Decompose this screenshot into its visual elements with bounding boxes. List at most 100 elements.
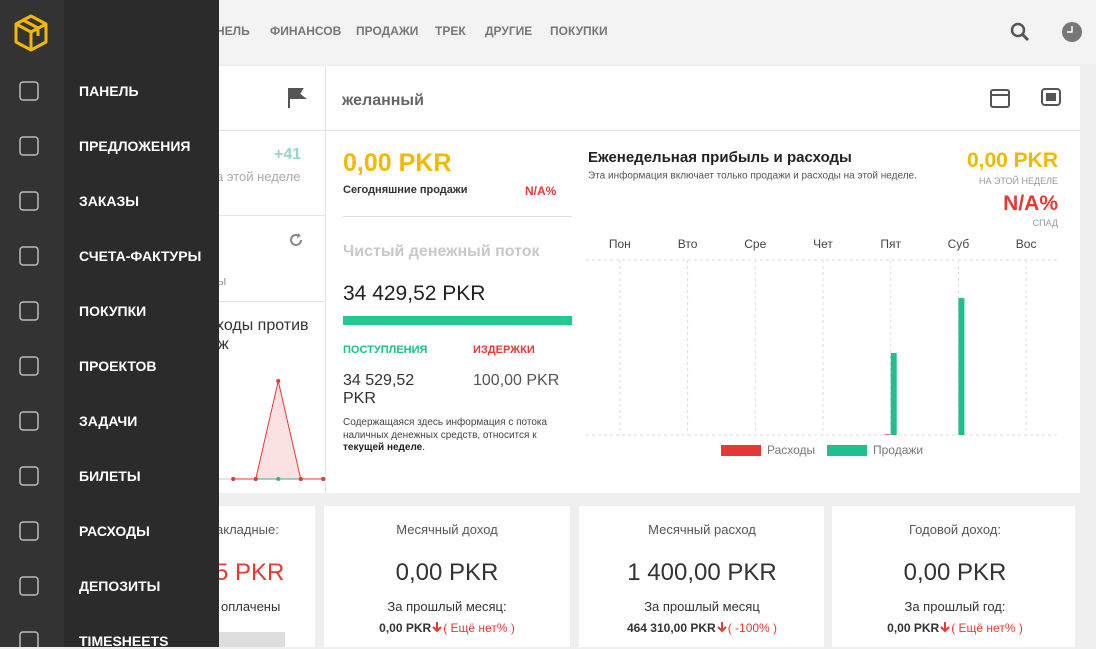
menu-icon — [19, 576, 39, 596]
flag-icon[interactable] — [286, 86, 310, 110]
point — [298, 477, 303, 481]
card-title: Годовой доход: — [909, 522, 1001, 537]
expense-label: ИЗДЕРЖКИ — [473, 344, 535, 356]
menu-item[interactable]: ПРЕДЛОЖЕНИЯ — [79, 138, 191, 154]
card-footer: оплачены — [221, 599, 281, 614]
menu-icon — [19, 301, 39, 321]
chat-icon[interactable] — [1041, 88, 1061, 106]
week-amount: 0,00 PKR — [966, 149, 1058, 172]
top-icons — [1010, 22, 1082, 42]
x-tick-label: Пят — [880, 237, 901, 251]
card-prev-row: 0,00 PKR ( Ещё нет% ) — [324, 621, 570, 634]
card-footer: За прошлый месяц — [644, 599, 760, 614]
note-end: текущей неделе. — [343, 443, 425, 453]
chart-subtitle: Эта информация включает только продажи и… — [588, 170, 917, 182]
menu-item[interactable]: СЧЕТА-ФАКТУРЫ — [79, 248, 202, 264]
card-title: Месячный расход — [648, 522, 756, 537]
menu-item[interactable]: ПРОЕКТОВ — [79, 358, 157, 374]
note-period: . — [422, 442, 426, 453]
note: Содержащаяся здесь информация с потока — [343, 417, 548, 428]
cashflow-amount: 34 429,52 PKR — [343, 282, 486, 305]
card — [832, 506, 1075, 647]
point — [231, 477, 236, 481]
card — [579, 506, 824, 647]
legend-label: Продажи — [873, 443, 923, 457]
sidebar-icons — [0, 0, 64, 647]
legend-label: Расходы — [767, 443, 815, 457]
bar — [958, 298, 965, 435]
period: а этой неделе — [216, 169, 301, 184]
nav-item[interactable]: ФИНАНСОВ — [270, 24, 342, 38]
chart-title: ж — [218, 336, 229, 353]
nav-item[interactable]: НЕЛЬ — [216, 24, 250, 38]
menu-item[interactable]: TIMESHEETS — [79, 633, 169, 649]
card-footer: За прошлый месяц: — [387, 599, 507, 614]
header-icons — [990, 88, 1061, 108]
cashflow-title: Чистый денежный поток — [343, 243, 540, 260]
income-label: ПОСТУПЛЕНИЯ — [343, 344, 428, 356]
menu-icon — [19, 191, 39, 211]
menu-item[interactable]: ЗАДАЧИ — [79, 413, 138, 429]
today-amount: 0,00 PKR — [343, 149, 452, 177]
nav-item[interactable]: ДРУГИЕ — [485, 24, 533, 38]
progress — [205, 632, 285, 647]
divider — [343, 216, 572, 217]
menu-icon — [19, 81, 39, 101]
card-change: ( Ещё нет% ) — [951, 621, 1023, 635]
card-title: Месячный доход — [396, 522, 498, 537]
point — [321, 477, 326, 481]
card-change: ( -100% ) — [727, 621, 778, 635]
week-change-label: СПАД — [1032, 218, 1058, 228]
today-label: Сегодняшние продажи — [343, 184, 468, 196]
logo[interactable] — [12, 14, 50, 52]
calendar-icon[interactable] — [990, 89, 1010, 108]
note: наличных денежных средств, относится к — [343, 430, 537, 441]
menu-item[interactable]: ЗАКАЗЫ — [79, 193, 140, 209]
refresh-icon[interactable] — [287, 231, 305, 249]
card-prev-row: 464 310,00 PKR ( -100% ) — [579, 621, 825, 634]
card-value: 5 PKR — [215, 559, 285, 586]
card-prev: 464 310,00 PKR — [626, 621, 716, 635]
card-prev: 0,00 PKR — [887, 621, 940, 635]
card-footer: За прошлый год: — [904, 599, 1006, 614]
menu-icon — [19, 136, 39, 156]
divider — [200, 215, 325, 216]
nav-item[interactable]: ПОКУПКИ — [550, 24, 608, 38]
menu-icon — [19, 356, 39, 376]
menu-icon — [19, 521, 39, 541]
card-value: 1 400,00 PKR — [627, 559, 777, 586]
point — [276, 379, 281, 383]
card-prev-row: 0,00 PKR ( Ещё нет% ) — [832, 621, 1078, 634]
card-prev: 0,00 PKR — [379, 621, 432, 635]
income-amount: PKR — [343, 390, 376, 407]
menu-item[interactable]: ДЕПОЗИТЫ — [79, 578, 161, 594]
menu-icon — [19, 466, 39, 486]
divider — [325, 66, 326, 493]
expense-amount: 100,00 PKR — [473, 372, 560, 389]
chart-title: ходы против — [216, 317, 309, 334]
legend-swatch — [721, 445, 761, 456]
x-tick-label: Вто — [678, 237, 698, 251]
card-change: ( Ещё нет% ) — [443, 621, 515, 635]
down-arrow — [716, 622, 727, 633]
menu-item[interactable]: ПОКУПКИ — [79, 303, 147, 319]
panel-header: желанный — [342, 92, 424, 109]
nav-item[interactable]: ТРЕК — [435, 24, 466, 38]
fragment: ы — [217, 273, 227, 288]
note-bold: текущей неделе — [343, 442, 423, 453]
x-tick-label: Пон — [609, 237, 631, 251]
nav-item[interactable]: ПРОДАЖИ — [356, 24, 419, 38]
search-icon[interactable] — [1010, 22, 1026, 38]
x-tick-label: Суб — [948, 237, 970, 251]
x-tick-label: Вос — [1016, 237, 1037, 251]
down-arrow — [940, 622, 950, 633]
week-label: НА ЭТОЙ НЕДЕЛЕ — [978, 176, 1058, 186]
menu-item[interactable]: ПАНЕЛЬ — [79, 83, 139, 99]
point — [253, 477, 258, 481]
bar — [884, 434, 891, 435]
card-value: 0,00 PKR — [395, 559, 499, 586]
menu-item[interactable]: РАСХОДЫ — [79, 523, 150, 539]
main-panel — [200, 66, 1080, 493]
income-amount: 34 529,52 — [343, 372, 415, 389]
menu-item[interactable]: БИЛЕТЫ — [79, 468, 141, 484]
